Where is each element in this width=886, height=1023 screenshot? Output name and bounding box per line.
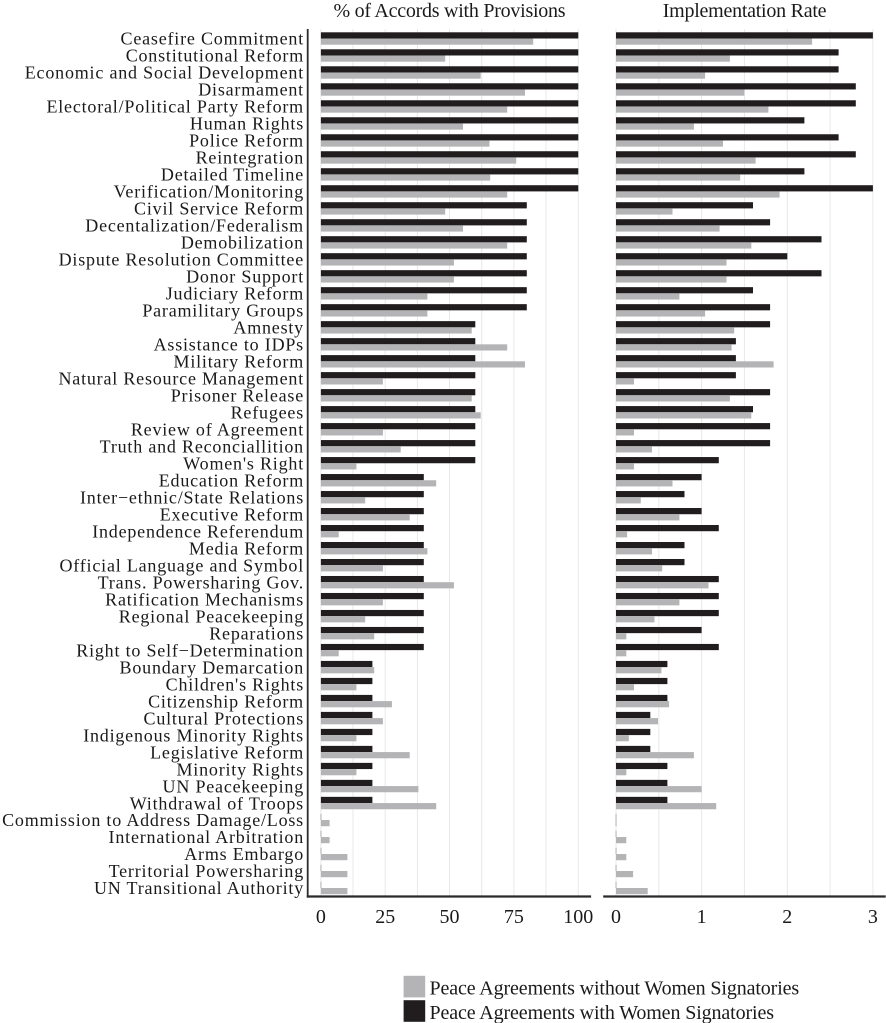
svg-text:Territorial Powersharing: Territorial Powersharing xyxy=(109,861,304,881)
svg-text:Demobilization: Demobilization xyxy=(181,233,304,253)
svg-text:Review of Agreement: Review of Agreement xyxy=(131,419,304,439)
svg-text:Ceasefire Commitment: Ceasefire Commitment xyxy=(121,29,304,49)
svg-text:Military Reform: Military Reform xyxy=(174,352,304,372)
svg-text:% of Accords with Provisions: % of Accords with Provisions xyxy=(333,0,565,22)
svg-text:Cultural Protections: Cultural Protections xyxy=(144,708,304,728)
svg-text:Police Reform: Police Reform xyxy=(189,131,304,151)
svg-text:75: 75 xyxy=(504,906,524,928)
svg-text:Withdrawal of Troops: Withdrawal of Troops xyxy=(130,793,304,813)
svg-text:Donor Support: Donor Support xyxy=(186,267,304,287)
svg-text:100: 100 xyxy=(563,906,593,928)
svg-text:Constitutional Reform: Constitutional Reform xyxy=(126,46,304,66)
svg-text:Refugees: Refugees xyxy=(231,402,304,422)
svg-text:Verification/Monitoring: Verification/Monitoring xyxy=(114,182,304,202)
svg-text:Minority Rights: Minority Rights xyxy=(176,759,304,779)
svg-text:Boundary Demarcation: Boundary Demarcation xyxy=(120,657,304,677)
svg-text:Judiciary Reform: Judiciary Reform xyxy=(166,284,304,304)
svg-text:Truth and Reconciallition: Truth and Reconciallition xyxy=(100,436,304,456)
svg-text:Natural Resource Management: Natural Resource Management xyxy=(58,369,304,389)
svg-text:UN Transitional Authority: UN Transitional Authority xyxy=(94,878,304,898)
svg-text:Citizenship Reform: Citizenship Reform xyxy=(148,691,304,711)
svg-text:Arms Embargo: Arms Embargo xyxy=(184,844,304,864)
svg-text:Dispute Resolution Committee: Dispute Resolution Committee xyxy=(59,250,304,270)
svg-text:Civil Service Reform: Civil Service Reform xyxy=(134,199,304,219)
svg-text:0: 0 xyxy=(316,906,326,928)
svg-text:Human Rights: Human Rights xyxy=(190,114,304,134)
svg-text:Prisoner Release: Prisoner Release xyxy=(171,385,304,405)
svg-text:Indigenous Minority Rights: Indigenous Minority Rights xyxy=(83,725,304,745)
svg-text:Amnesty: Amnesty xyxy=(233,318,304,338)
svg-text:Inter−ethnic/State Relations: Inter−ethnic/State Relations xyxy=(80,487,304,507)
svg-text:Official Language and Symbol: Official Language and Symbol xyxy=(59,555,304,575)
svg-text:Detailed Timeline: Detailed Timeline xyxy=(161,165,304,185)
svg-text:Regional Peacekeeping: Regional Peacekeeping xyxy=(119,606,304,626)
svg-text:Education Reform: Education Reform xyxy=(159,470,304,490)
svg-text:Commission to Address Damage/L: Commission to Address Damage/Loss xyxy=(2,810,304,830)
svg-text:Media Reform: Media Reform xyxy=(189,538,304,558)
svg-text:Assistance to IDPs: Assistance to IDPs xyxy=(154,335,304,355)
svg-text:25: 25 xyxy=(375,906,395,928)
svg-text:0: 0 xyxy=(611,906,621,928)
svg-text:Implementation Rate: Implementation Rate xyxy=(663,0,827,22)
svg-text:Right to Self−Determination: Right to Self−Determination xyxy=(76,640,304,660)
svg-text:Peace Agreements without Women: Peace Agreements without Women Signatori… xyxy=(430,978,800,1000)
svg-text:Executive Reform: Executive Reform xyxy=(160,504,304,524)
svg-text:Reparations: Reparations xyxy=(209,623,304,643)
svg-text:50: 50 xyxy=(440,906,460,928)
svg-text:Decentalization/Federalism: Decentalization/Federalism xyxy=(85,216,304,236)
svg-text:Trans. Powersharing Gov.: Trans. Powersharing Gov. xyxy=(98,572,304,592)
svg-text:Reintegration: Reintegration xyxy=(196,148,304,168)
svg-text:Independence Referendum: Independence Referendum xyxy=(92,521,304,541)
svg-text:Ratification Mechanisms: Ratification Mechanisms xyxy=(105,589,304,609)
svg-text:Legislative Reform: Legislative Reform xyxy=(150,742,304,762)
svg-text:Electoral/Political Party Refo: Electoral/Political Party Reform xyxy=(46,97,304,117)
svg-text:Women's Right: Women's Right xyxy=(183,453,304,473)
svg-text:UN Peacekeeping: UN Peacekeeping xyxy=(163,776,304,796)
svg-text:Paramilitary Groups: Paramilitary Groups xyxy=(142,301,304,321)
svg-text:Disarmament: Disarmament xyxy=(198,80,304,100)
svg-text:2: 2 xyxy=(782,906,792,928)
svg-text:3: 3 xyxy=(868,906,878,928)
svg-text:1: 1 xyxy=(697,906,707,928)
svg-text:International Arbitration: International Arbitration xyxy=(109,827,304,847)
svg-text:Economic and Social Developmen: Economic and Social Development xyxy=(25,63,304,83)
svg-text:Peace Agreements with Women Si: Peace Agreements with Women Signatories xyxy=(430,1002,775,1023)
svg-text:Children's Rights: Children's Rights xyxy=(166,674,304,694)
